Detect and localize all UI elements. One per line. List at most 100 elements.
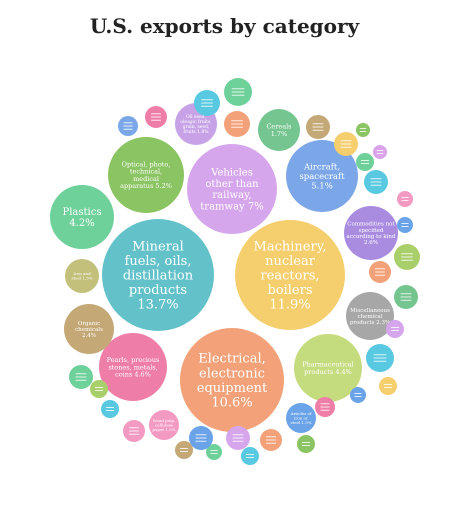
bubble-label-electrical: 10.6% <box>211 395 252 410</box>
bubble-circle-wood <box>149 410 179 440</box>
bubble-label-iron_steel: Iron and <box>73 271 91 276</box>
bubble-label-plastics: 4.2% <box>69 218 94 229</box>
bubble-circle-electrical <box>180 328 284 432</box>
bubble-small13 <box>397 217 413 233</box>
bubble-circle-small24 <box>241 447 259 465</box>
bubble-label-commodities: specified <box>359 228 384 234</box>
bubble-small11 <box>364 170 388 194</box>
bubble-label-organic: Organic <box>78 321 100 327</box>
bubble-label-organic: 2.4% <box>82 333 96 339</box>
bubble-label-mineral: products <box>129 283 187 298</box>
bubble-small6 <box>334 132 358 156</box>
bubble-label-misc: Miscellaneous <box>350 308 390 314</box>
bubble-label-machinery: 11.9% <box>269 298 310 313</box>
bubble-label-electrical: equipment <box>197 381 268 396</box>
bubble-small4 <box>118 116 138 136</box>
bubble-label-pearls: Pearls, precious <box>107 356 160 364</box>
bubble-small25 <box>226 426 250 450</box>
bubble-label-aircraft: spacecraft <box>299 172 345 182</box>
bubble-circle-optical <box>108 137 184 213</box>
bubble-label-wood: Wood pulp, <box>153 418 176 423</box>
chart-title: U.S. exports by category <box>89 14 360 38</box>
bubble-label-pearls: coins 4.6% <box>115 371 151 379</box>
bubble-label-articles_steel: steel 1.5% <box>290 420 311 425</box>
bubble-small19 <box>379 377 397 395</box>
bubble-label-articles_steel: Articles of <box>290 411 312 416</box>
bubble-circle-small12 <box>397 191 413 207</box>
bubble-label-misc: products 2.3% <box>350 320 390 326</box>
bubble-circle-vehicles <box>187 144 277 234</box>
bubble-circle-pearls <box>99 333 167 401</box>
bubble-small26 <box>206 444 222 460</box>
bubble-circle-small22 <box>297 435 315 453</box>
bubble-label-commodities: according to kind <box>347 234 396 240</box>
bubble-circle-small26 <box>206 444 222 460</box>
bubble-label-optical: medical <box>133 175 159 183</box>
bubble-circle-small31 <box>90 380 108 398</box>
bubble-label-vehicles: other than <box>205 179 259 190</box>
bubble-circle-small9 <box>373 145 387 159</box>
bubble-label-misc: chemical <box>358 314 383 320</box>
bubble-small27 <box>189 426 213 450</box>
bubble-circle-aircraft <box>286 140 358 212</box>
bubble-label-machinery: Machinery, <box>254 239 327 254</box>
bubble-circle-iron_steel <box>65 259 99 293</box>
bubble-label-machinery: boilers <box>267 283 312 298</box>
bubble-small10 <box>356 153 374 171</box>
bubble-small22 <box>297 435 315 453</box>
bubble-label-electrical: electronic <box>199 366 265 381</box>
bubble-small32 <box>69 365 93 389</box>
bubble-small18 <box>366 344 394 372</box>
bubble-label-pharma: Pharmaceutical <box>302 361 354 369</box>
bubble-label-mineral: 13.7% <box>137 298 178 313</box>
bubble-label-wood: paper 1.5% <box>152 427 175 432</box>
bubble-circle-small20 <box>350 387 366 403</box>
bubble-label-aircraft: Aircraft, <box>303 163 340 173</box>
bubble-circle-small8 <box>356 123 370 137</box>
bubble-label-cereals: 1.7% <box>271 130 288 138</box>
bubble-label-commodities: Commodities not <box>347 222 395 228</box>
bubble-label-oilseeds: Oil seed, <box>186 114 206 120</box>
bubble-label-iron_steel: steel 1.5% <box>71 276 92 281</box>
bubble-circle-pharma <box>294 334 362 402</box>
bubble-circle-machinery <box>235 220 345 330</box>
bubble-circle-small13 <box>397 217 413 233</box>
bubble-small29 <box>123 420 145 442</box>
bubble-label-articles_steel: iron or <box>294 415 308 420</box>
bubble-small7 <box>306 115 330 139</box>
bubble-label-mineral: fuels, oils, <box>125 254 192 269</box>
bubble-label-oilseeds: grain, seed, <box>183 124 210 130</box>
bubble-label-optical: apparatus 5.2% <box>120 182 172 190</box>
bubble-small3 <box>194 90 220 116</box>
bubble-small20 <box>350 387 366 403</box>
bubble-circle-small10 <box>356 153 374 171</box>
bubble-small30 <box>101 400 119 418</box>
bubble-label-pearls: stones, metals, <box>108 363 157 371</box>
bubble-circle-commodities <box>344 206 398 260</box>
bubble-small28 <box>175 441 193 459</box>
bubble-label-mineral: distillation <box>123 269 194 284</box>
bubble-circle-articles_steel <box>286 403 316 433</box>
bubble-circle-plastics <box>50 185 114 249</box>
bubble-circle-small30 <box>101 400 119 418</box>
bubble-small24 <box>241 447 259 465</box>
bubble-circle-organic <box>64 304 114 354</box>
bubble-small16 <box>394 285 418 309</box>
bubble-small21 <box>315 397 335 417</box>
bubble-label-vehicles: tramway 7% <box>200 201 263 212</box>
bubble-label-electrical: Electrical, <box>198 352 266 367</box>
bubble-label-aircraft: 5.1% <box>311 182 333 192</box>
bubble-small17 <box>386 320 404 338</box>
bubble-circle-small28 <box>175 441 193 459</box>
bubble-label-pharma: products 4.4% <box>304 368 352 376</box>
